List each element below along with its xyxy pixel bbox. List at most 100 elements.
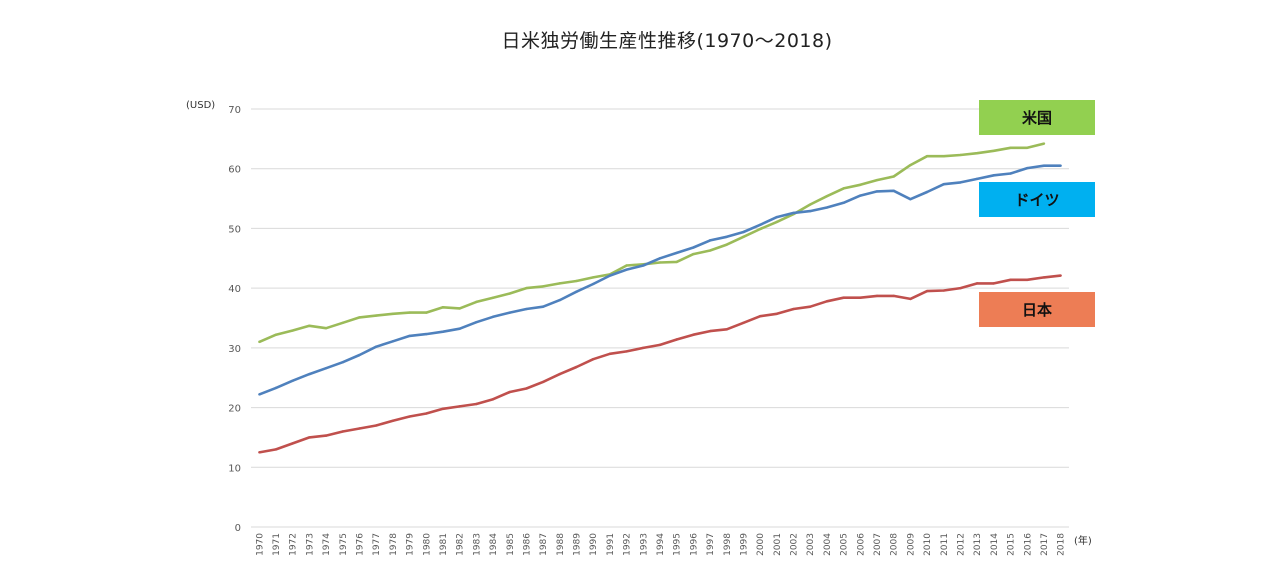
x-tick-label: 1983 [472,533,482,556]
data-point-us-1987 [541,285,545,288]
data-point-us-1986 [525,286,528,290]
data-point-us-2012 [959,153,962,157]
y-axis-label: (USD) [186,100,216,111]
data-point-us-2006 [859,183,862,187]
data-point-us-1999 [742,235,745,238]
x-tick-label: 1975 [339,533,349,556]
data-point-germany-1978 [391,340,395,343]
data-point-japan-1993 [642,346,645,350]
data-point-japan-1974 [324,434,328,437]
data-point-us-1975 [341,321,345,324]
data-point-japan-1988 [558,372,562,376]
data-point-us-2017 [1042,142,1046,145]
data-point-germany-2012 [959,181,962,184]
x-tick-label: 1991 [606,533,616,556]
data-point-germany-1976 [358,353,361,357]
legend-text-us: 米国 [1021,109,1052,127]
x-tick-label: 2007 [873,533,883,556]
data-point-us-2005 [842,187,845,190]
data-point-us-1977 [375,314,378,317]
series-line-us [258,142,1045,344]
data-point-us-1984 [491,296,495,299]
data-point-us-1972 [291,329,294,332]
x-tick-label: 1992 [623,533,633,556]
data-point-us-1978 [391,312,395,316]
data-point-germany-2003 [809,209,812,213]
x-tick-label: 1979 [406,533,416,556]
x-tick-label: 1980 [422,533,432,556]
x-tick-label: 1981 [439,533,449,556]
data-point-us-1982 [458,307,461,310]
data-point-germany-2002 [792,211,795,215]
data-point-japan-2015 [1009,278,1012,281]
data-point-japan-2018 [1059,274,1062,277]
data-point-japan-1989 [575,365,578,369]
data-point-germany-1977 [375,345,378,348]
x-tick-label: 1978 [389,533,399,556]
data-point-us-1971 [274,333,278,336]
data-point-japan-2000 [758,315,762,318]
data-point-germany-1990 [592,282,595,286]
data-point-japan-1998 [725,328,728,331]
data-point-japan-1997 [708,329,712,333]
x-tick-label: 2014 [990,533,1000,556]
y-tick-label: 50 [228,224,241,235]
x-tick-label: 1970 [255,533,265,556]
data-point-germany-2010 [925,190,929,194]
data-point-germany-2005 [842,201,845,204]
y-tick-label: 10 [228,463,241,474]
data-point-us-2004 [825,194,829,198]
x-tick-label: 2001 [773,533,783,556]
data-point-japan-1983 [475,402,478,406]
data-point-germany-2008 [892,189,895,193]
legend-text-japan: 日本 [1021,301,1052,319]
data-point-germany-2006 [859,194,862,197]
data-point-germany-1996 [692,246,695,249]
data-point-germany-1980 [425,332,428,336]
data-point-us-1988 [558,282,562,285]
data-point-us-2015 [1009,146,1012,150]
data-point-us-2016 [1026,146,1029,150]
data-point-germany-1982 [458,327,461,330]
data-point-japan-2004 [825,300,829,303]
legend-label-us: 米国 [979,100,1095,135]
data-point-japan-1985 [508,390,511,394]
data-point-japan-2002 [792,307,795,311]
data-point-japan-1999 [742,321,745,324]
data-point-germany-2009 [909,197,912,201]
data-point-germany-2014 [992,174,996,177]
data-point-us-2009 [909,163,912,167]
data-point-us-1973 [308,324,311,327]
data-point-us-2008 [892,175,895,178]
data-point-us-2001 [775,220,779,224]
x-tick-label: 1996 [689,533,699,556]
x-tick-label: 2008 [890,533,900,556]
data-point-germany-2018 [1059,164,1062,167]
data-point-us-2007 [875,178,879,182]
x-tick-label: 2011 [940,533,950,556]
data-point-germany-1997 [708,239,712,242]
data-point-japan-1979 [408,415,411,418]
x-tick-label: 2012 [956,533,966,556]
data-point-us-1989 [575,279,578,283]
data-point-japan-2011 [942,289,945,292]
data-point-japan-2003 [809,305,812,308]
data-point-us-2011 [942,154,945,158]
data-point-us-1974 [324,326,328,330]
x-tick-label: 2005 [840,533,850,556]
legend-label-germany: ドイツ [979,182,1095,217]
data-point-us-1996 [692,252,695,256]
data-point-germany-1985 [508,311,511,314]
data-point-japan-1975 [341,430,345,433]
x-tick-label: 1995 [673,533,683,556]
x-tick-label: 2004 [823,533,833,556]
x-tick-label: 2015 [1007,533,1017,556]
data-point-germany-1981 [441,330,445,333]
data-point-japan-2009 [909,297,912,301]
data-point-japan-1987 [541,380,545,384]
data-point-japan-2016 [1026,278,1029,281]
x-tick-label: 1985 [506,533,516,556]
data-point-germany-2016 [1026,166,1029,170]
data-point-germany-1999 [742,230,745,234]
y-tick-label: 0 [235,523,241,534]
